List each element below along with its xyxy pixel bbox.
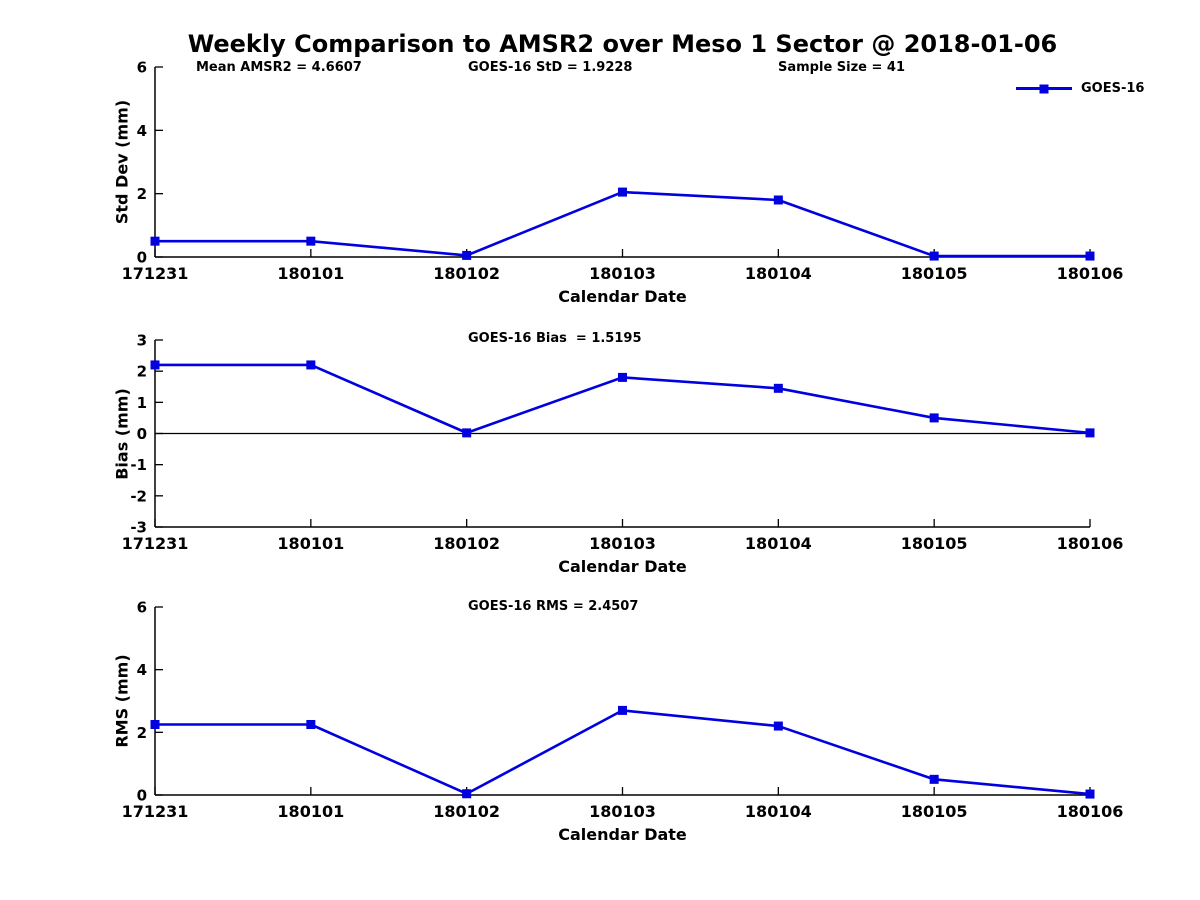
y-tick-label: 3: [137, 332, 147, 350]
data-point-marker: [1085, 428, 1095, 438]
x-tick-label: 180106: [1057, 534, 1124, 553]
rms-x-axis-label: Calendar Date: [558, 825, 687, 844]
stddev-x-axis-label: Calendar Date: [558, 287, 687, 306]
x-tick-label: 180102: [433, 802, 500, 821]
x-tick-label: 180103: [589, 534, 656, 553]
data-point-marker: [929, 251, 939, 261]
annotation-goes16-std: GOES-16 StD = 1.9228: [468, 60, 633, 75]
x-tick-label: 180101: [277, 534, 344, 553]
y-tick-label: 0: [137, 249, 147, 267]
x-tick-label: 180106: [1057, 802, 1124, 821]
data-point-marker: [773, 721, 783, 731]
x-tick-label: 180101: [277, 802, 344, 821]
x-tick-label: 180102: [433, 534, 500, 553]
data-point-marker: [1085, 251, 1095, 261]
data-point-marker: [618, 187, 627, 197]
bias-x-axis-label: Calendar Date: [558, 557, 687, 576]
y-tick-label: 4: [137, 122, 147, 140]
x-tick-label: 180104: [745, 534, 812, 553]
x-tick-label: 180105: [901, 802, 968, 821]
x-tick-label: 180105: [901, 264, 968, 283]
data-point-marker: [150, 360, 160, 370]
y-tick-label: 0: [137, 425, 147, 443]
data-line: [155, 190, 1090, 258]
data-point-marker: [462, 789, 472, 799]
annotation-sample-size: Sample Size = 41: [778, 60, 906, 75]
data-point-marker: [618, 372, 627, 382]
data-line: [155, 709, 1091, 796]
data-point-marker: [462, 250, 472, 260]
annotation-goes16-bias: GOES-16 Bias = 1.5195: [468, 331, 642, 346]
y-tick-label: -1: [130, 456, 147, 474]
rms-plot: 0 2 4 6 171231 180101 180102 180103 180104 180105…: [122, 599, 1124, 822]
data-point-marker: [618, 705, 627, 715]
x-tick-label: 180104: [745, 802, 812, 821]
x-tick-label: 180106: [1057, 264, 1124, 283]
x-tick-label: 171231: [122, 802, 189, 821]
y-tick-label: 2: [137, 363, 147, 381]
y-tick-label: 4: [137, 661, 147, 679]
legend-square-marker-icon: [1039, 84, 1049, 93]
x-tick-label: 180104: [745, 264, 812, 283]
annotation-mean-amsr2: Mean AMSR2 = 4.6607: [196, 60, 362, 75]
legend-line-sample: [1016, 84, 1072, 93]
x-tick-label: 180101: [277, 264, 344, 283]
data-point-marker: [150, 236, 160, 246]
data-point-marker: [306, 720, 316, 729]
y-tick-label: 0: [137, 787, 147, 805]
y-tick-label: 1: [137, 394, 147, 412]
data-point-marker: [150, 720, 160, 729]
data-point-marker: [773, 383, 783, 393]
legend: GOES-16: [1016, 81, 1144, 96]
y-tick-label: 2: [137, 185, 147, 203]
data-point-marker: [1085, 789, 1095, 799]
data-point-marker: [462, 428, 472, 438]
data-point-marker: [306, 360, 316, 370]
std-dev-plot: 0 2 4 6 171231 180101 180102 180103 180104 180105…: [122, 59, 1124, 284]
figure-title: Weekly Comparison to AMSR2 over Meso 1 S…: [187, 30, 1058, 58]
data-point-marker: [773, 195, 783, 205]
y-tick-label: 6: [137, 599, 147, 617]
x-tick-label: 180105: [901, 534, 968, 553]
y-tick-label: -3: [130, 519, 147, 537]
data-point-marker: [929, 413, 939, 423]
y-tick-label: 2: [137, 724, 147, 742]
legend-label: GOES-16: [1081, 81, 1145, 96]
y-tick-label: 6: [137, 59, 147, 77]
annotation-goes16-rms: GOES-16 RMS = 2.4507: [468, 599, 639, 614]
data-point-marker: [929, 774, 939, 784]
data-point-marker: [306, 236, 316, 246]
bias-plot: -3 -2 -1 0 1 2 3 171231 180101 180102 180103 180104…: [122, 332, 1124, 554]
x-tick-label: 180103: [589, 264, 656, 283]
x-tick-label: 180102: [433, 264, 500, 283]
x-tick-label: 171231: [122, 534, 189, 553]
x-tick-label: 180103: [589, 802, 656, 821]
y-tick-label: -2: [130, 487, 147, 505]
x-tick-label: 171231: [122, 264, 189, 283]
